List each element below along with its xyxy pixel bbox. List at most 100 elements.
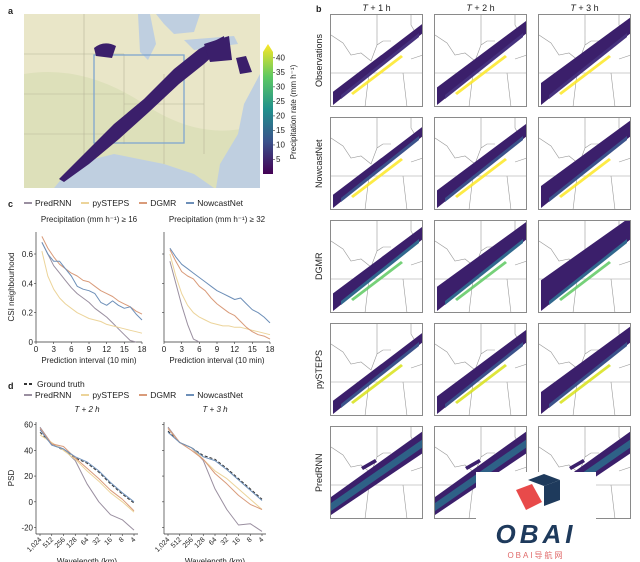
- state-borders: [331, 15, 422, 106]
- panel-label-c: c: [8, 199, 14, 209]
- legend-swatch: [24, 202, 32, 204]
- x-axis-label: Prediction interval (10 min): [41, 356, 136, 365]
- series-line-dgmr: [41, 236, 143, 315]
- forecast-tile: [434, 323, 527, 416]
- precipitation-field: [541, 326, 630, 414]
- x-tick-label: 12: [230, 345, 239, 354]
- x-tick-label: 64: [80, 536, 91, 547]
- forecast-tile: [538, 14, 631, 107]
- forecast-tile: [538, 220, 631, 313]
- column-title: T + 2 h: [466, 3, 495, 13]
- series-line-dgmr: [39, 428, 135, 512]
- x-tick-label: 12: [102, 345, 111, 354]
- x-tick-label: 32: [220, 536, 231, 547]
- x-tick-label: 15: [248, 345, 257, 354]
- column-title: T + 1 h: [362, 3, 391, 13]
- series-line-dgmr: [167, 428, 263, 510]
- panel-label-b: b: [316, 4, 322, 14]
- domain-box: [93, 54, 185, 144]
- series-line-predrnn: [41, 242, 137, 343]
- series-line-predrnn: [167, 426, 263, 532]
- chart-title: T + 3 h: [202, 405, 228, 414]
- x-tick-label: 18: [266, 345, 275, 354]
- legend-item-pysteps: pySTEPS: [81, 390, 129, 400]
- forecast-tile: [330, 220, 423, 313]
- x-tick-label: 8: [118, 536, 126, 544]
- legend-swatch: [186, 202, 195, 204]
- colorbar-label: Precipitation rate (mm h⁻¹): [289, 64, 298, 159]
- y-tick-label: 0.6: [22, 250, 34, 259]
- x-tick-label: 1,024: [26, 536, 43, 553]
- forecast-tile: [330, 14, 423, 107]
- x-axis-label: Prediction interval (10 min): [169, 356, 264, 365]
- series-line-pysteps: [39, 434, 135, 513]
- legend-swatch: [139, 394, 148, 396]
- csi-chart-32: Precipitation (mm h⁻¹) ≥ 32 0 3 6 9 12 15 18Pre…: [162, 215, 275, 365]
- x-tick-label: 18: [138, 345, 147, 354]
- x-axis-label: Wavelength (km): [185, 557, 246, 562]
- legend-item-nowcastnet: NowcastNet: [186, 198, 243, 208]
- series-line-nowcastnet: [39, 429, 135, 503]
- colorbar-tick-label: 5: [276, 155, 281, 164]
- legend-swatch: [81, 202, 90, 204]
- cube-logo-icon: [516, 474, 560, 510]
- colorbar-tick-label: 10: [276, 140, 285, 149]
- series-line-nowcastnet: [167, 431, 263, 501]
- forecast-tile: [330, 117, 423, 210]
- x-tick-label: 4: [258, 536, 266, 544]
- x-tick-label: 6: [69, 345, 74, 354]
- row-label: Observations: [314, 33, 324, 88]
- watermark: OBAI OBAI导航网: [476, 472, 596, 562]
- legend-swatch: [186, 394, 195, 396]
- legend-item-predrnn: PredRNN: [24, 390, 71, 400]
- x-tick-label: 16: [103, 536, 114, 547]
- series-line-predrnn: [39, 426, 135, 531]
- colorbar-tick-label: 40: [276, 53, 285, 62]
- x-tick-label: 3: [51, 345, 56, 354]
- watermark-brand: OBAI: [495, 519, 577, 549]
- forecast-tile: [434, 220, 527, 313]
- state-borders: [331, 118, 422, 209]
- row-label: pySTEPS: [314, 350, 324, 390]
- y-tick-label: 60: [24, 421, 33, 430]
- forecast-tile: [434, 14, 527, 107]
- series-line-pysteps: [167, 428, 263, 510]
- watermark-subtitle: OBAI导航网: [507, 551, 565, 560]
- lake-huron: [156, 14, 200, 34]
- gulf-of-mexico: [54, 154, 214, 188]
- atlantic-ocean: [216, 74, 260, 188]
- legend-swatch: [81, 394, 90, 396]
- series-line-nowcastnet: [41, 242, 143, 321]
- x-tick-label: 6: [197, 345, 202, 354]
- x-tick-label: 64: [208, 536, 219, 547]
- row-label: NowcastNet: [314, 139, 324, 188]
- legend-d-row1: Ground truth: [24, 379, 85, 389]
- state-borders: [331, 324, 422, 415]
- chart-title: T + 2 h: [74, 405, 100, 414]
- precipitation-field: [541, 17, 630, 105]
- y-tick-label: 0.2: [22, 309, 34, 318]
- precipitation-map: [24, 14, 260, 188]
- chart-title: Precipitation (mm h⁻¹) ≥ 32: [169, 215, 266, 224]
- y-tick-label: 0: [29, 498, 34, 507]
- series-line-predrnn: [169, 261, 200, 343]
- chart-title: Precipitation (mm h⁻¹) ≥ 16: [41, 215, 138, 224]
- x-tick-label: 128: [65, 536, 78, 549]
- x-axis-label: Wavelength (km): [57, 557, 118, 562]
- colorbar: 40 35 30 25 20 15 10 5 Precipitation rate (mm h…: [263, 44, 298, 174]
- legend-swatch: [139, 202, 148, 204]
- x-tick-label: 0: [34, 345, 39, 354]
- colorbar-tick-label: 25: [276, 97, 285, 106]
- forecast-tile: [538, 323, 631, 416]
- y-axis-label: CSI neighbourhood: [7, 253, 16, 322]
- series-line-dgmr: [169, 249, 271, 340]
- colorbar-tick-label: 15: [276, 126, 285, 135]
- y-tick-label: 0: [29, 338, 34, 347]
- legend-item-nowcastnet: NowcastNet: [186, 390, 243, 400]
- row-label: PredRNN: [314, 453, 324, 492]
- legend-swatch: [24, 394, 32, 396]
- legend-d-row2: PredRNN pySTEPS DGMR NowcastNet: [24, 390, 243, 400]
- column-title: T + 3 h: [570, 3, 599, 13]
- y-tick-label: 20: [24, 472, 33, 481]
